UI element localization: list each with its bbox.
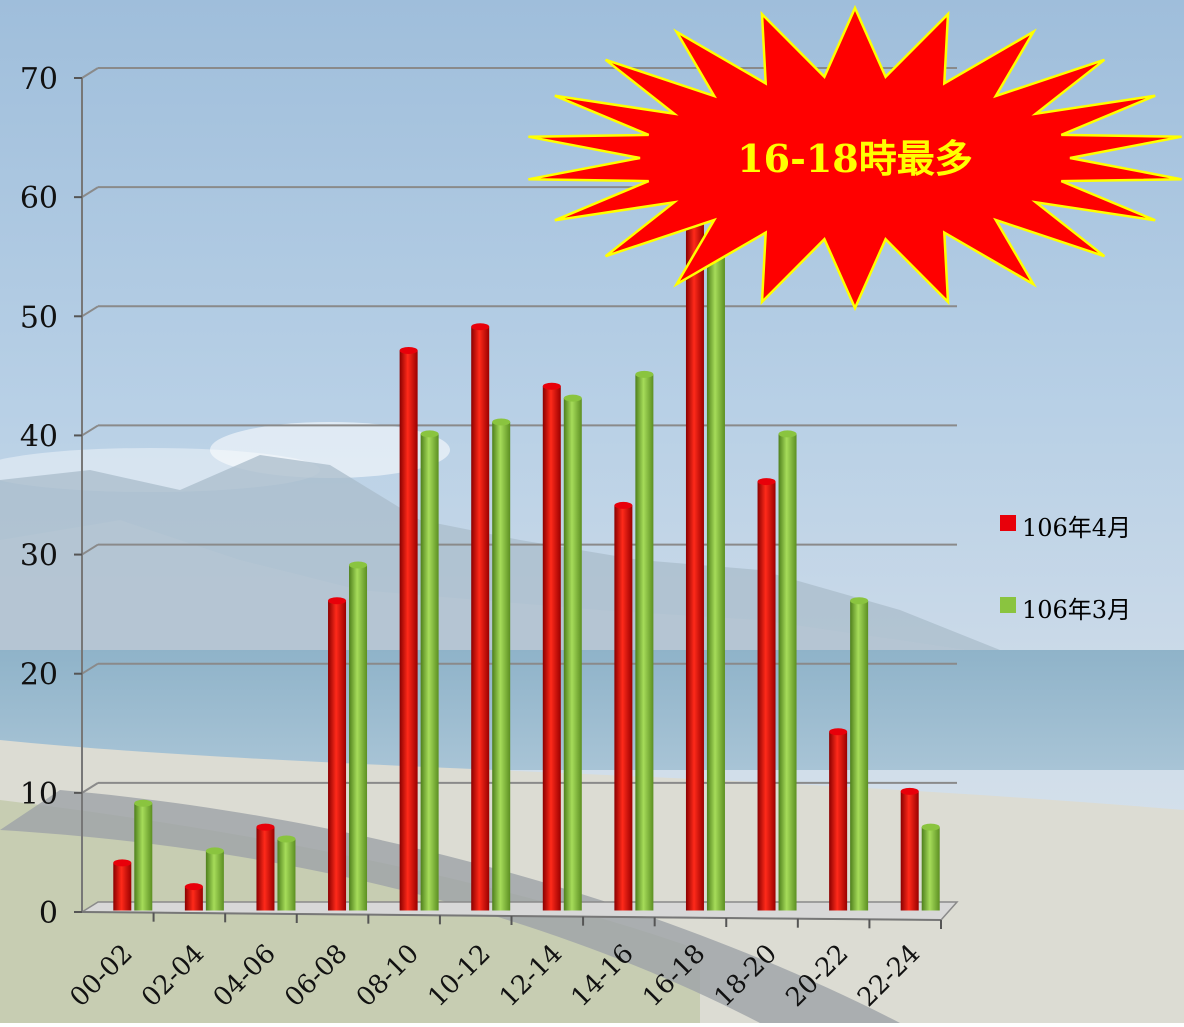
bar-cap bbox=[113, 859, 132, 867]
bar-april bbox=[757, 478, 776, 911]
bar-body bbox=[850, 600, 869, 911]
bar-march bbox=[778, 430, 797, 911]
gridline-side bbox=[81, 662, 99, 675]
bar-cap bbox=[778, 430, 797, 438]
y-tick-label: 0 bbox=[39, 896, 58, 931]
bar-cap bbox=[492, 418, 511, 426]
bar-body bbox=[635, 374, 654, 911]
bar-cap bbox=[328, 597, 347, 605]
bar-cap bbox=[757, 478, 776, 486]
bar-body bbox=[328, 600, 347, 911]
bar-cap bbox=[471, 323, 490, 331]
bar-april bbox=[900, 787, 919, 911]
bar-body bbox=[921, 827, 940, 911]
bar-march bbox=[563, 394, 582, 911]
bar-body bbox=[420, 433, 439, 911]
bar-cap bbox=[134, 799, 153, 807]
bar-body bbox=[706, 243, 725, 911]
bar-march bbox=[134, 799, 153, 911]
bar-march bbox=[706, 239, 725, 911]
bar-march bbox=[349, 561, 368, 911]
bar-cap bbox=[850, 597, 869, 605]
starburst-shape bbox=[528, 4, 1182, 312]
y-tick-label: 30 bbox=[20, 539, 58, 574]
gridline-side bbox=[81, 782, 99, 794]
bar-cap bbox=[614, 501, 633, 509]
bar-body bbox=[349, 564, 368, 911]
bar-cap bbox=[563, 394, 582, 402]
bar-cap bbox=[635, 370, 654, 378]
bar-cap bbox=[542, 382, 561, 390]
bar-body bbox=[685, 207, 704, 911]
bar-body bbox=[205, 850, 224, 911]
gridline-side bbox=[81, 305, 99, 318]
bar-body bbox=[778, 433, 797, 911]
gridline-side bbox=[81, 543, 99, 556]
y-tick-label: 40 bbox=[20, 419, 58, 454]
bar-body bbox=[757, 481, 776, 911]
bar-march bbox=[420, 430, 439, 911]
bar-body bbox=[492, 422, 511, 911]
legend: 106年4月 106年3月 bbox=[1000, 514, 1131, 624]
bar-cap bbox=[205, 847, 224, 855]
legend-label-march: 106年3月 bbox=[1022, 596, 1131, 624]
bar-april bbox=[184, 883, 203, 911]
y-tick-label: 50 bbox=[20, 300, 58, 335]
bar-april bbox=[399, 347, 418, 911]
y-tick-label: 70 bbox=[20, 62, 58, 97]
bar-march bbox=[277, 835, 296, 911]
bar-april bbox=[685, 204, 704, 911]
legend-swatch-march bbox=[1000, 597, 1016, 613]
bar-march bbox=[850, 597, 869, 911]
bar-body bbox=[614, 505, 633, 911]
bar-cap bbox=[399, 347, 418, 355]
bar-april bbox=[614, 501, 633, 911]
callout-text: 16-18時最多 bbox=[737, 136, 973, 181]
bar-april bbox=[113, 859, 132, 911]
bar-body bbox=[399, 350, 418, 911]
gridline-side bbox=[81, 424, 99, 437]
bar-body bbox=[542, 386, 561, 911]
bar-body bbox=[471, 326, 490, 911]
bar-body bbox=[829, 731, 848, 911]
bar-april bbox=[256, 823, 275, 911]
bar-cap bbox=[420, 430, 439, 438]
bar-cap bbox=[256, 823, 275, 831]
legend-swatch-april bbox=[1000, 515, 1016, 531]
bar-april bbox=[328, 597, 347, 911]
y-tick-label: 20 bbox=[20, 658, 58, 693]
bar-body bbox=[184, 886, 203, 911]
bar-april bbox=[829, 728, 848, 911]
bar-march bbox=[492, 418, 511, 911]
bar-march bbox=[205, 847, 224, 911]
callout-starburst: 16-18時最多 bbox=[528, 4, 1182, 312]
gridline-side bbox=[81, 67, 99, 79]
bar-body bbox=[277, 839, 296, 911]
bar-body bbox=[563, 398, 582, 911]
bar-march bbox=[635, 370, 654, 911]
bars bbox=[113, 204, 940, 911]
bar-cap bbox=[900, 787, 919, 795]
bar-april bbox=[542, 382, 561, 911]
y-tick-label: 60 bbox=[20, 181, 58, 216]
bar-cap bbox=[277, 835, 296, 843]
bar-march bbox=[921, 823, 940, 911]
y-tick-label: 10 bbox=[20, 777, 58, 812]
bar-body bbox=[113, 862, 132, 911]
bar-cap bbox=[349, 561, 368, 569]
bar-body bbox=[256, 827, 275, 911]
bar-cap bbox=[184, 883, 203, 891]
bar-cap bbox=[829, 728, 848, 736]
bar-cap bbox=[921, 823, 940, 831]
bar-body bbox=[134, 803, 153, 911]
gridline-side bbox=[81, 186, 99, 198]
gridlines bbox=[81, 67, 957, 794]
legend-label-april: 106年4月 bbox=[1022, 514, 1131, 542]
bar-april bbox=[471, 323, 490, 911]
y-axis: 0 10 20 30 40 50 60 70 bbox=[20, 62, 82, 931]
bar-body bbox=[900, 791, 919, 911]
